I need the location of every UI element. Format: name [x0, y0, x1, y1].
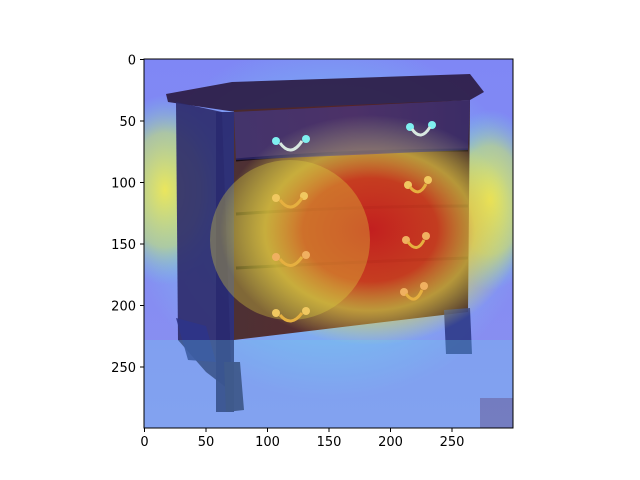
handle-4-right	[400, 282, 428, 301]
heatmap-overlay-image	[144, 59, 513, 428]
y-tick-label: 0	[128, 54, 136, 69]
x-tick-label: 250	[440, 435, 465, 450]
x-tick-label: 0	[140, 435, 148, 450]
x-tick-label: 200	[378, 435, 403, 450]
y-tick-label: 150	[111, 238, 136, 253]
handle-3-left	[272, 251, 310, 267]
x-axis: 0 50 100 150 200 250	[140, 428, 464, 450]
y-tick-label: 50	[119, 115, 136, 130]
handle-1-left	[272, 135, 310, 152]
handle-1-right	[406, 121, 436, 137]
x-tick-label: 50	[198, 435, 215, 450]
y-tick-label: 250	[111, 361, 136, 376]
x-tick-label: 100	[255, 435, 280, 450]
handle-3-right	[402, 232, 430, 249]
x-tick-label: 150	[317, 435, 342, 450]
handle-2-right	[404, 176, 432, 194]
y-axis: 0 50 100 150 200 250	[111, 54, 144, 376]
handle-2-left	[272, 192, 308, 209]
y-tick-label: 200	[111, 300, 136, 315]
drawer-handles	[272, 121, 436, 323]
y-tick-label: 100	[111, 177, 136, 192]
handle-4-left	[272, 307, 310, 323]
